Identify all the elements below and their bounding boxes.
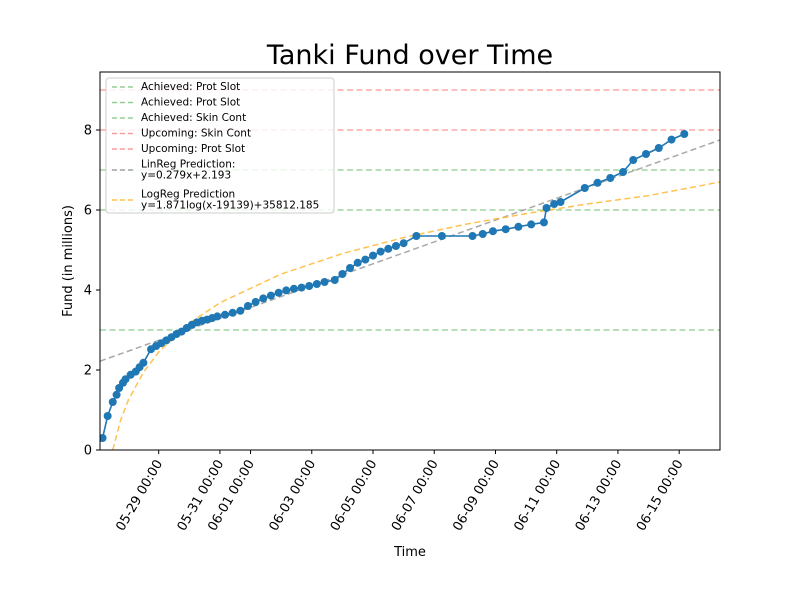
fund-data-point [629,156,638,164]
legend-label: y=1.871log(x-19139)+35812.185 [141,200,319,212]
fund-data-point [266,291,275,300]
x-tick-label: 06-03 00:00 [267,458,320,534]
legend: Achieved: Prot Slot Achieved: Prot Slot Ac… [105,77,335,214]
y-axis-label: Fund (in millions) [61,205,76,317]
fund-data-point [259,294,268,303]
x-axis-label: Time [393,545,426,560]
fund-data-point [556,198,565,206]
fund-data-point [361,255,370,264]
fund-data-point [221,310,230,319]
fund-data-point [606,174,615,182]
fund-data-point [468,232,477,240]
fund-data-point [274,288,283,297]
fund-data-point [353,258,362,267]
fund-data-point [642,150,651,158]
legend-label: LogReg Prediction [141,189,235,201]
fund-data-point [391,242,400,250]
fund-data-point [542,204,551,212]
legend-label: Achieved: Prot Slot [141,97,240,109]
fund-data-point [236,306,245,315]
legend-label: Achieved: Skin Cont [141,112,246,124]
y-tick-label: 2 [84,364,92,379]
fund-data-point [228,308,237,317]
fund-data-point [412,232,421,240]
y-tick-label: 8 [84,124,92,139]
fund-data-point [305,282,314,290]
x-tick-label: 06-09 00:00 [450,458,503,534]
fund-data-point [297,283,306,292]
fund-data-point [213,312,222,321]
fund-data-point [312,280,321,288]
fund-data-point [112,390,121,399]
legend-label: Upcoming: Skin Cont [141,128,251,140]
x-tick-label: 06-07 00:00 [389,458,442,534]
fund-data-point [376,247,385,256]
x-tick-label: 05-29 00:00 [113,458,166,534]
fund-data-point [369,251,378,260]
plot-frame [99,71,721,451]
x-tick-label: 06-13 00:00 [573,458,626,534]
fund-data-point [580,184,589,192]
fund-data-point [501,225,510,234]
y-tick-label: 6 [84,204,92,219]
legend-box [105,77,335,214]
fund-data-point [680,130,689,138]
fund-data-point [667,135,676,144]
fund-data-point [289,284,298,293]
x-tick-label: 06-11 00:00 [511,458,564,534]
y-tick-label: 4 [84,284,92,299]
fund-data-point [243,302,252,310]
fund-data-point [399,239,408,248]
fund-data-point [619,168,628,176]
fund-data-point [527,220,536,229]
fund-data-point [437,232,446,240]
y-tick-label: 0 [84,444,92,459]
fund-data-point [550,200,559,208]
legend-label: Achieved: Prot Slot [141,81,240,93]
legend-label: Upcoming: Prot Slot [141,143,245,155]
fund-data-point [338,270,347,278]
fund-data-point [514,222,523,231]
fund-data-point [108,398,117,406]
fund-data-point [139,358,148,367]
logreg-line [112,181,720,450]
fund-data-point [100,434,107,442]
x-tick-label: 06-05 00:00 [328,458,381,534]
fund-data-point [320,278,329,286]
chart-title: Tanki Fund over Time [266,40,553,71]
fund-data-point [488,227,497,236]
legend-label: y=0.279x+2.193 [141,170,231,182]
fund-data-point [478,230,487,238]
fund-data-point [593,178,602,187]
fund-data-point [654,144,663,152]
fund-data-point [384,244,393,253]
fund-data-point [282,286,291,295]
fund-data-point [539,218,548,227]
x-tick-label: 06-15 00:00 [634,458,687,534]
fund-data-point [330,276,339,284]
fund-data-point [346,264,355,272]
plot-area [100,89,720,450]
fund-data-point [251,298,260,306]
legend-label: LinReg Prediction: [141,159,235,171]
fund-data-point [103,412,112,420]
